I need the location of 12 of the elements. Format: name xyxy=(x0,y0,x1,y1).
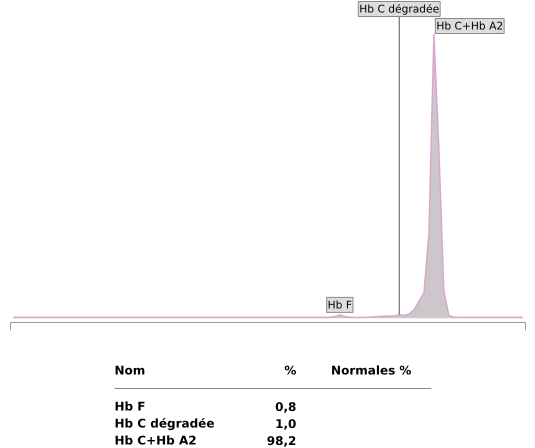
text: % xyxy=(284,364,296,378)
category-label: Hb C+Hb A2 xyxy=(114,434,197,448)
text: 1,0 xyxy=(275,417,296,431)
text: Nom xyxy=(114,364,146,378)
text: 98,2 xyxy=(266,434,296,448)
category-label: Hb C dégradée xyxy=(114,416,214,430)
annotation: Hb F xyxy=(328,298,352,312)
text: Hb C+Hb A2 xyxy=(436,20,504,33)
text: Hb C dégradée xyxy=(359,2,440,16)
text: 0,8 xyxy=(275,400,296,414)
category-label: Hb F xyxy=(114,400,146,414)
text: Normales % xyxy=(331,364,412,378)
